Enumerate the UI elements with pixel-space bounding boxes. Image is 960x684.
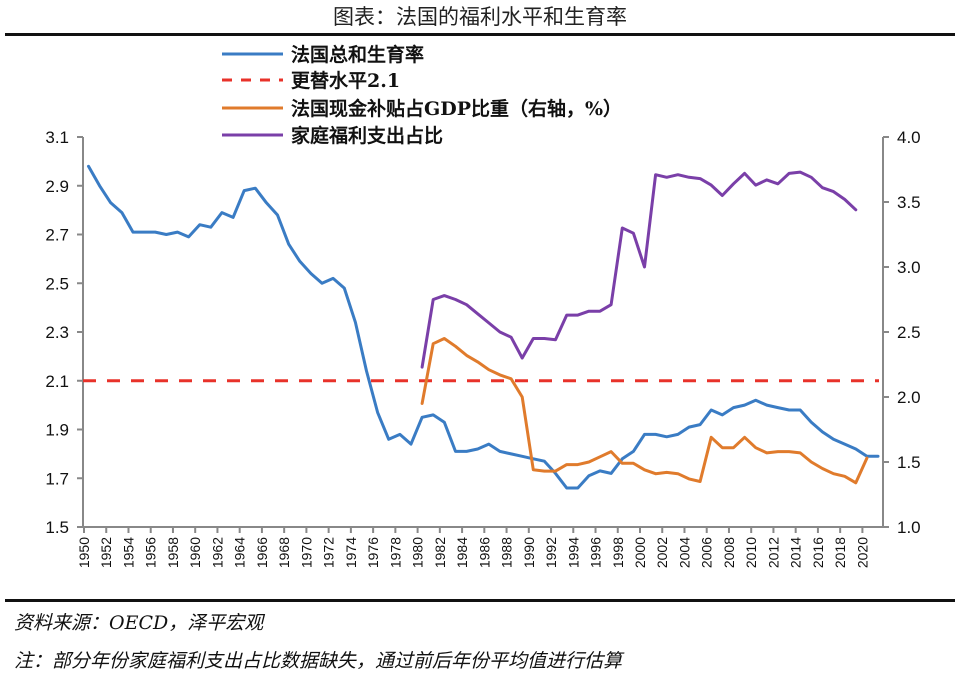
legend-label-tfr: 法国总和生育率 — [291, 43, 424, 66]
x-tick-label: 1968 — [276, 537, 292, 568]
right-tick-label: 1.5 — [897, 453, 921, 472]
x-tick-label: 1972 — [321, 537, 337, 568]
x-tick-label: 2016 — [810, 537, 826, 568]
right-tick-label: 1.0 — [897, 518, 921, 537]
x-tick-label: 1996 — [588, 537, 604, 568]
x-tick-label: 1992 — [543, 537, 559, 568]
x-tick-label: 2002 — [654, 537, 670, 568]
x-tick-label: 1962 — [209, 537, 225, 568]
x-tick-label: 1970 — [298, 537, 314, 568]
footer-divider — [5, 599, 955, 602]
left-tick-label: 2.3 — [45, 323, 69, 342]
x-tick-label: 1964 — [232, 537, 248, 568]
right-tick-label: 3.5 — [897, 193, 921, 212]
left-tick-label: 2.7 — [45, 226, 69, 245]
right-tick-label: 2.5 — [897, 323, 921, 342]
right-tick-label: 3.0 — [897, 258, 921, 277]
x-tick-label: 1994 — [565, 537, 581, 568]
x-tick-label: 2010 — [743, 537, 759, 568]
right-tick-label: 4.0 — [897, 128, 921, 147]
legend-label-family: 家庭福利支出占比 — [291, 124, 443, 147]
x-tick-label: 2020 — [854, 537, 870, 568]
left-tick-label: 2.1 — [45, 372, 69, 391]
x-tick-label: 1960 — [187, 537, 203, 568]
x-tick-label: 2018 — [832, 537, 848, 568]
chart-title: 图表：法国的福利水平和生育率 — [333, 5, 627, 29]
x-tick-label: 1958 — [165, 537, 181, 568]
left-tick-label: 1.9 — [45, 421, 69, 440]
x-tick-label: 1950 — [76, 537, 92, 568]
x-tick-label: 1982 — [432, 537, 448, 568]
legend: 法国总和生育率 更替水平2.1 法国现金补贴占GDP比重（右轴，%） 家庭福利支… — [222, 43, 622, 147]
series-line-1 — [87, 164, 880, 490]
x-tick-label: 1978 — [387, 537, 403, 568]
footnote: 注：部分年份家庭福利支出占比数据缺失，通过前后年份平均值进行估算 — [14, 650, 625, 672]
legend-label-cash: 法国现金补贴占GDP比重（右轴，%） — [291, 97, 622, 120]
left-tick-label: 3.1 — [45, 128, 69, 147]
left-tick-label: 1.7 — [45, 469, 69, 488]
x-tick-label: 2006 — [699, 537, 715, 568]
right-tick-label: 2.0 — [897, 388, 921, 407]
x-tick-label: 2014 — [788, 537, 804, 568]
x-tick-label: 1986 — [476, 537, 492, 568]
legend-label-replacement: 更替水平2.1 — [291, 69, 400, 92]
x-tick-label: 1976 — [365, 537, 381, 568]
x-tick-label: 1998 — [610, 537, 626, 568]
x-tick-label: 2012 — [765, 537, 781, 568]
axes: 3.1 2.9 2.7 2.5 2.3 2.1 1.9 1.7 1.5 4.0 3.5 3.0 2.5 2… — [45, 128, 920, 568]
source-note: 资料来源：OECD，泽平宏观 — [14, 612, 265, 634]
series-group — [83, 164, 880, 490]
title-divider — [5, 33, 955, 36]
x-tick-label: 1980 — [410, 537, 426, 568]
x-tick-label: 2000 — [632, 537, 648, 568]
series-line-4 — [420, 170, 858, 369]
x-tick-label: 1984 — [454, 537, 470, 568]
x-tick-label: 1988 — [499, 537, 515, 568]
left-tick-label: 2.9 — [45, 177, 69, 196]
x-tick-label: 2008 — [721, 537, 737, 568]
left-tick-label: 2.5 — [45, 274, 69, 293]
x-tick-label: 1966 — [254, 537, 270, 568]
x-tick-label: 1974 — [343, 537, 359, 568]
left-tick-label: 1.5 — [45, 518, 69, 537]
x-tick-label: 1952 — [98, 537, 114, 568]
x-tick-label: 2004 — [676, 537, 692, 568]
x-tick-label: 1956 — [143, 537, 159, 568]
x-tick-label: 1990 — [521, 537, 537, 568]
x-tick-label: 1954 — [120, 537, 136, 568]
